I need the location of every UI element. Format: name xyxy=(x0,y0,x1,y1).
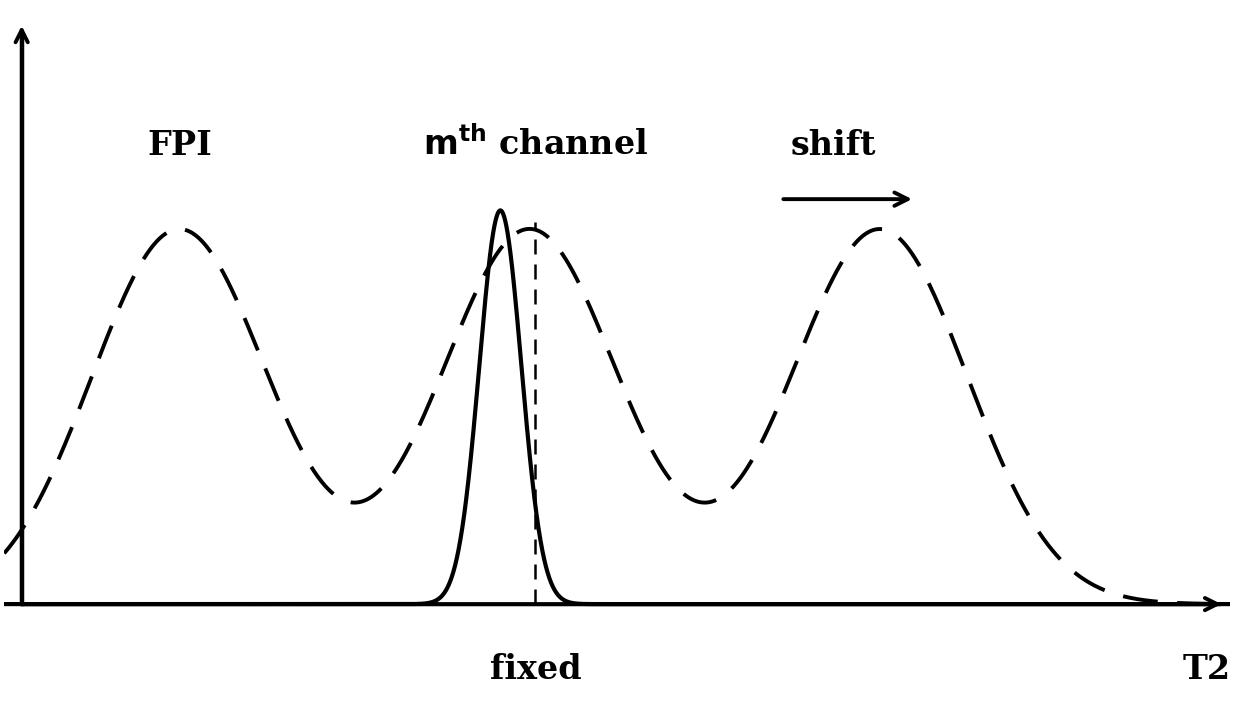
Text: $\mathbf{m^{th}}$ channel: $\mathbf{m^{th}}$ channel xyxy=(423,126,649,161)
Text: shift: shift xyxy=(790,128,875,161)
Text: FPI: FPI xyxy=(146,128,212,161)
Text: T2: T2 xyxy=(1183,653,1231,686)
Text: fixed: fixed xyxy=(490,653,582,686)
